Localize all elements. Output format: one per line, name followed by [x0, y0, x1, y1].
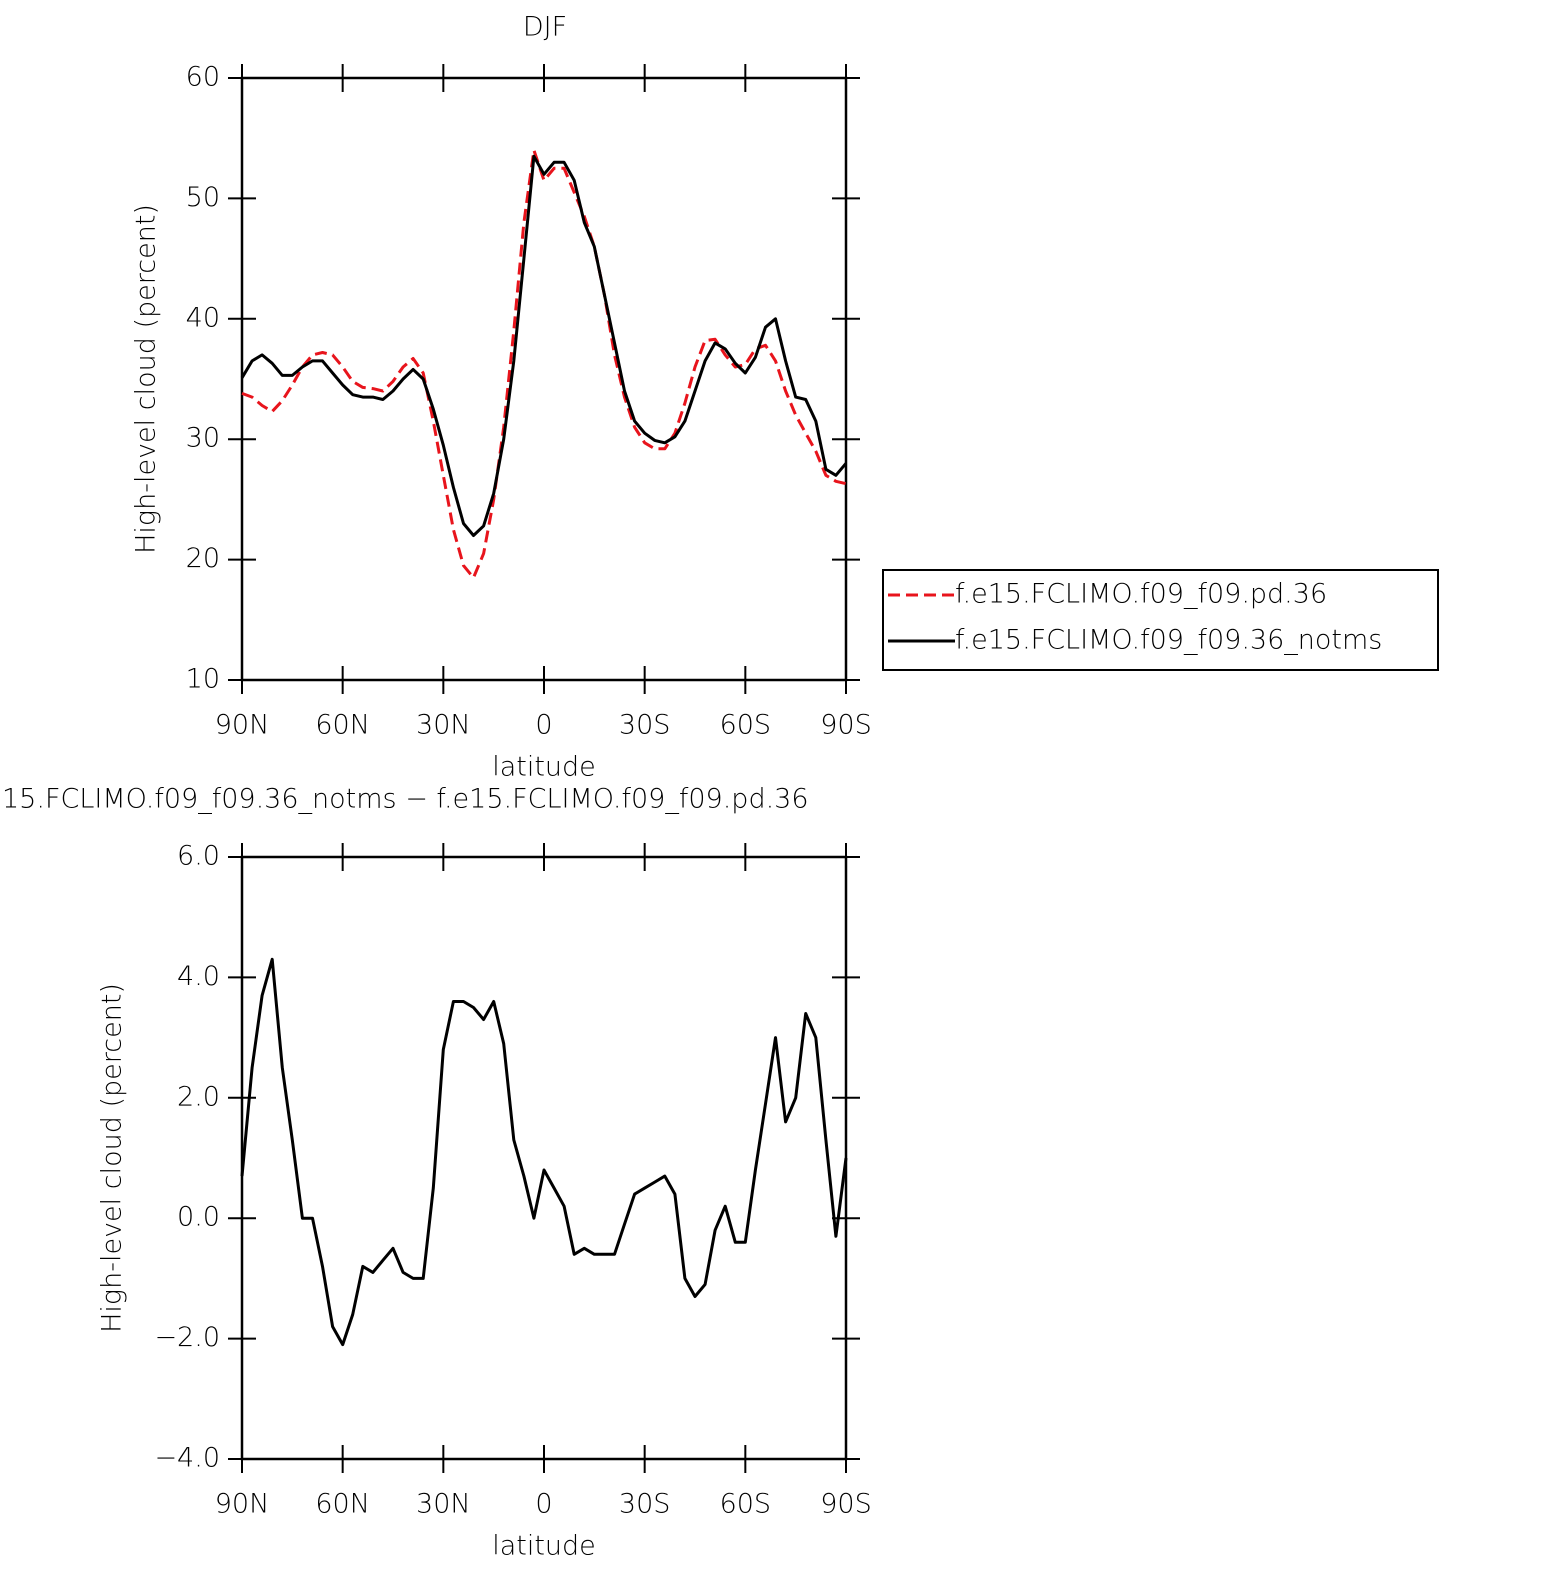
legend-label: f.e15.FCLIMO.f09_f09.pd.36: [955, 579, 1327, 610]
y-axis-label: High-level cloud (percent): [131, 204, 162, 554]
x-tick-label: 60N: [315, 1489, 370, 1520]
y-tick-label: 2.0: [177, 1081, 220, 1112]
x-tick-label: 0: [535, 710, 552, 741]
x-tick-label: 30N: [416, 1489, 471, 1520]
y-tick-label: −2.0: [154, 1322, 220, 1353]
x-tick-label: 30S: [619, 710, 671, 741]
x-tick-label: 60S: [720, 710, 772, 741]
y-tick-label: −4.0: [154, 1443, 220, 1474]
x-tick-label: 30S: [619, 1489, 671, 1520]
x-tick-label: 30N: [416, 710, 471, 741]
y-tick-label: 10: [186, 664, 220, 695]
legend-label: f.e15.FCLIMO.f09_f09.36_notms: [955, 625, 1382, 656]
data-line: [241, 148, 847, 580]
x-tick-label: 60S: [720, 1489, 772, 1520]
y-tick-label: 40: [186, 302, 220, 333]
chart-title: DJF: [523, 12, 567, 43]
y-tick-label: 50: [186, 182, 220, 213]
y-tick-label: 4.0: [177, 961, 220, 992]
y-tick-label: 6.0: [177, 841, 220, 872]
x-axis-label: latitude: [492, 752, 596, 783]
y-tick-label: 0.0: [177, 1202, 220, 1233]
x-tick-label: 60N: [315, 710, 370, 741]
chart-title: 15.FCLIMO.f09_f09.36_notms − f.e15.FCLIM…: [2, 784, 809, 815]
legend-box: [882, 569, 1439, 671]
data-line: [240, 154, 848, 537]
x-tick-label: 90N: [215, 710, 270, 741]
x-tick-label: 90S: [820, 710, 872, 741]
y-tick-label: 60: [186, 62, 220, 93]
x-tick-label: 90S: [820, 1489, 872, 1520]
data-line: [240, 957, 848, 1347]
plot-frame: [240, 76, 848, 682]
y-tick-label: 30: [186, 423, 220, 454]
y-axis-label: High-level cloud (percent): [97, 983, 128, 1333]
x-tick-label: 0: [535, 1489, 552, 1520]
x-axis-label: latitude: [492, 1531, 596, 1562]
plot-frame: [240, 855, 848, 1461]
x-tick-label: 90N: [215, 1489, 270, 1520]
y-tick-label: 20: [186, 543, 220, 574]
